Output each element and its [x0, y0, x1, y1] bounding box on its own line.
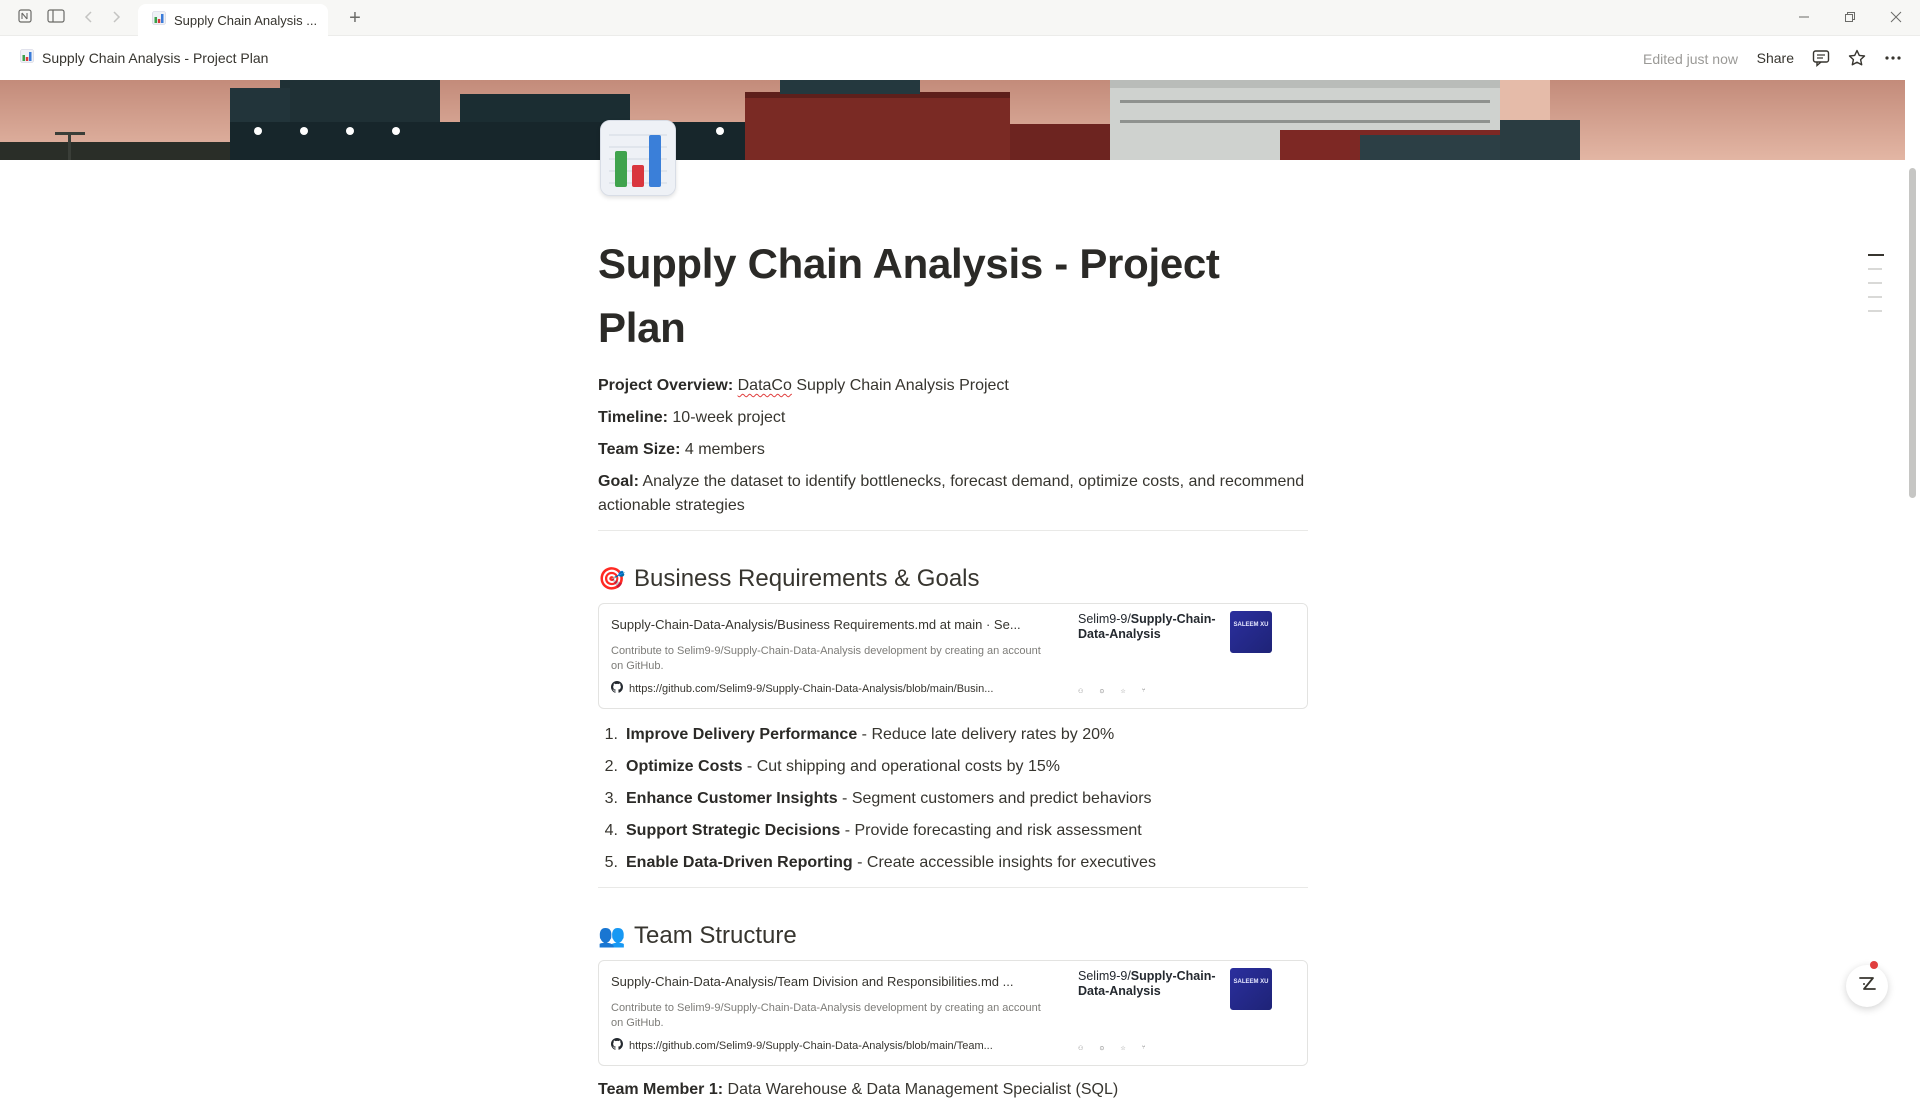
breadcrumb-label: Supply Chain Analysis - Project Plan: [42, 49, 269, 66]
bookmark-url[interactable]: https://github.com/Selim9-9/Supply-Chain…: [611, 681, 1061, 696]
contributors-icon: ⚇: [1078, 689, 1084, 695]
property-goal[interactable]: Goal: Analyze the dataset to identify bo…: [598, 470, 1308, 518]
bookmark-description: Contribute to Selim9-9/Supply-Chain-Data…: [611, 645, 1041, 672]
repo-stats: ⚇ ⊙ ☆ ⑂: [1078, 688, 1145, 695]
outline-item[interactable]: [1868, 296, 1882, 298]
window-title-bar: Supply Chain Analysis ... +: [0, 0, 1920, 36]
property-project-overview[interactable]: Project Overview: DataCo Supply Chain An…: [598, 374, 1308, 398]
bookmark-url-text: https://github.com/Selim9-9/Supply-Chain…: [629, 1039, 993, 1052]
restore-icon[interactable]: [1840, 8, 1860, 28]
share-button[interactable]: Share: [1756, 50, 1794, 66]
page-content: Supply Chain Analysis - Project Plan Pro…: [598, 232, 1308, 1102]
bookmark-description: Contribute to Selim9-9/Supply-Chain-Data…: [611, 1002, 1041, 1029]
property-value: 4 members: [680, 441, 765, 458]
divider: [598, 887, 1308, 888]
edited-status: Edited just now: [1643, 51, 1738, 67]
notion-app-icon[interactable]: [16, 9, 34, 27]
member-role: Data Warehouse & Data Management Special…: [723, 1081, 1119, 1098]
target-icon: 🎯: [598, 566, 626, 591]
list-item[interactable]: 2. Optimize Costs - Cut shipping and oper…: [604, 758, 1060, 775]
forks-icon: ⑂: [1141, 1045, 1146, 1051]
heading-text: Business Requirements & Goals: [634, 565, 980, 592]
list-item[interactable]: 1. Improve Delivery Performance - Reduce …: [604, 726, 1115, 743]
bookmark-thumbnail: Selim9-9/Supply-Chain-Data-Analysis SALE…: [1069, 961, 1307, 1065]
property-label: Timeline:: [598, 409, 668, 426]
bookmark-title: Supply-Chain-Data-Analysis/Team Division…: [611, 974, 1014, 989]
divider: [598, 530, 1308, 531]
forks-icon: ⑂: [1141, 688, 1146, 694]
notion-ai-icon: [1855, 972, 1879, 1001]
property-label: Goal:: [598, 473, 639, 490]
heading-text: Team Structure: [634, 922, 797, 949]
sidebar-toggle-icon[interactable]: [47, 9, 65, 27]
outline-item[interactable]: [1868, 310, 1882, 312]
page-toolbar: Supply Chain Analysis - Project Plan Edi…: [0, 36, 1920, 80]
spellcheck-word: DataCo: [737, 377, 792, 394]
property-label: Team Size:: [598, 441, 681, 458]
list-item[interactable]: 3. Enhance Customer Insights - Segment cu…: [604, 790, 1152, 807]
breadcrumb[interactable]: Supply Chain Analysis - Project Plan: [20, 49, 268, 66]
repo-stats: ⚇ ⊙ ☆ ⑂: [1078, 1045, 1145, 1052]
member-label: Team Member 1:: [598, 1081, 724, 1098]
list-item[interactable]: 4. Support Strategic Decisions - Provide …: [604, 822, 1142, 839]
active-tab[interactable]: Supply Chain Analysis ...: [138, 4, 328, 36]
property-timeline[interactable]: Timeline: 10-week project: [598, 406, 1308, 430]
people-icon: 👥: [598, 923, 626, 948]
comment-icon[interactable]: [1811, 48, 1831, 68]
chart-icon: [20, 49, 34, 66]
page-title[interactable]: Supply Chain Analysis - Project Plan: [598, 240, 1220, 351]
close-icon[interactable]: [1886, 8, 1906, 28]
minimize-icon[interactable]: [1794, 8, 1814, 28]
repo-name: Selim9-9/Supply-Chain-Data-Analysis: [1078, 969, 1216, 998]
outline-item[interactable]: [1868, 282, 1882, 284]
bookmark-url[interactable]: https://github.com/Selim9-9/Supply-Chain…: [611, 1038, 1061, 1053]
repo-name: Selim9-9/Supply-Chain-Data-Analysis: [1078, 612, 1216, 641]
property-value: Analyze the dataset to identify bottlene…: [598, 473, 1305, 514]
table-of-contents-outline[interactable]: [1868, 254, 1886, 324]
list-item[interactable]: 5. Enable Data-Driven Reporting - Create …: [604, 854, 1156, 871]
more-options-icon[interactable]: [1883, 48, 1903, 68]
property-team-size[interactable]: Team Size: 4 members: [598, 438, 1308, 462]
chart-icon: [152, 10, 166, 30]
back-arrow-icon[interactable]: [80, 9, 98, 27]
forward-arrow-icon[interactable]: [107, 9, 125, 27]
scrollbar-thumb[interactable]: [1909, 168, 1916, 498]
bookmark-card-business[interactable]: Supply-Chain-Data-Analysis/Business Requ…: [598, 603, 1308, 709]
plus-icon[interactable]: +: [349, 7, 361, 29]
bookmark-thumbnail: Selim9-9/Supply-Chain-Data-Analysis SALE…: [1069, 604, 1307, 708]
bookmark-url-text: https://github.com/Selim9-9/Supply-Chain…: [629, 682, 994, 695]
team-member-1[interactable]: Team Member 1: Data Warehouse & Data Man…: [598, 1078, 1308, 1102]
github-icon: [611, 1038, 623, 1053]
github-icon: [611, 681, 623, 696]
outline-item[interactable]: [1868, 268, 1882, 270]
cover-image[interactable]: [0, 80, 1905, 160]
tab-title: Supply Chain Analysis ...: [174, 12, 318, 28]
notification-dot: [1870, 961, 1878, 969]
section-heading-team[interactable]: 👥 Team Structure: [598, 920, 1308, 952]
goals-list: 1. Improve Delivery Performance - Reduce …: [598, 719, 1308, 879]
page-icon-chart[interactable]: [600, 120, 676, 196]
issues-icon: ⊙: [1099, 689, 1105, 695]
outline-item[interactable]: [1868, 254, 1884, 256]
stars-icon: ☆: [1120, 1046, 1126, 1052]
bookmark-card-team[interactable]: Supply-Chain-Data-Analysis/Team Division…: [598, 960, 1308, 1066]
contributors-icon: ⚇: [1078, 1046, 1084, 1052]
repo-logo: SALEEM XU: [1230, 968, 1272, 1010]
section-heading-business[interactable]: 🎯 Business Requirements & Goals: [598, 563, 1308, 595]
repo-logo: SALEEM XU: [1230, 611, 1272, 653]
scrollbar[interactable]: [1905, 80, 1920, 1040]
property-value: Supply Chain Analysis Project: [791, 377, 1009, 394]
ai-assistant-button[interactable]: [1846, 965, 1888, 1007]
bookmark-title: Supply-Chain-Data-Analysis/Business Requ…: [611, 617, 1021, 632]
issues-icon: ⊙: [1099, 1046, 1105, 1052]
property-value: 10-week project: [667, 409, 786, 426]
star-icon[interactable]: [1847, 48, 1867, 68]
property-label: Project Overview:: [598, 377, 734, 394]
stars-icon: ☆: [1120, 689, 1126, 695]
